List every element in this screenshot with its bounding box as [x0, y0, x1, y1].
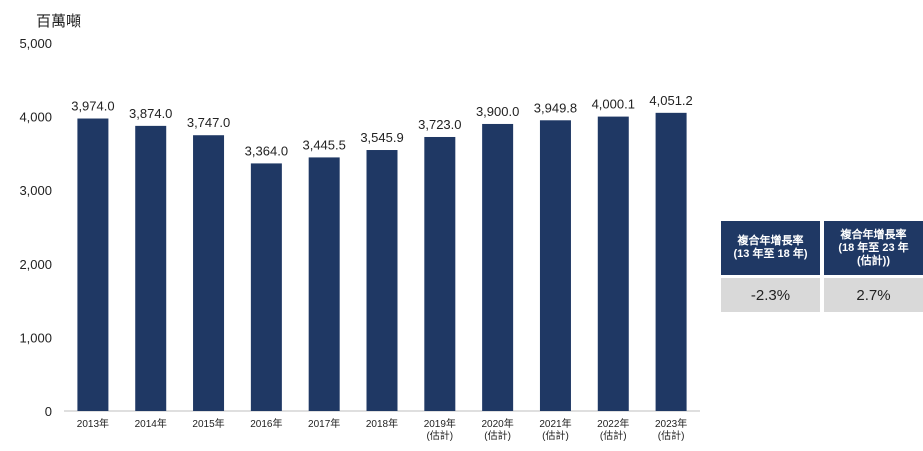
cagr-header-2013-2018: 複合年增長率 (13 年至 18 年) — [721, 221, 820, 275]
bar-value-label: 4,051.2 — [649, 93, 692, 108]
x-tick-label: (估計) — [542, 429, 569, 442]
x-tick-label: 2013年 — [77, 417, 109, 430]
x-tick-label: 2023年 — [655, 417, 687, 430]
x-tick-label: 2014年 — [135, 417, 167, 430]
bar — [308, 157, 340, 411]
cagr-value-2013-2018: -2.3% — [721, 278, 820, 312]
x-tick-label: 2018年 — [366, 417, 398, 430]
x-tick-label: 2019年 — [424, 417, 456, 430]
y-unit-label: 百萬噸 — [36, 13, 82, 30]
cagr-value-row: -2.3% 2.7% — [721, 278, 923, 312]
bar-value-label: 3,364.0 — [245, 143, 288, 158]
bar — [135, 125, 167, 411]
bar — [597, 116, 629, 411]
bar — [77, 118, 109, 411]
bar — [655, 112, 687, 412]
y-tick-label: 2,000 — [19, 257, 52, 272]
bar — [539, 120, 571, 411]
cagr-value-2018-2023: 2.7% — [824, 278, 923, 312]
x-tick-label: 2016年 — [250, 417, 282, 430]
bar-value-label: 3,949.8 — [534, 100, 577, 115]
bar-value-label: 3,545.9 — [360, 130, 403, 145]
bar-value-label: 3,874.0 — [129, 106, 172, 121]
bar-value-label: 3,723.0 — [418, 117, 461, 132]
cagr-header-row: 複合年增長率 (13 年至 18 年) 複合年增長率 (18 年至 23 年 (… — [721, 221, 923, 275]
cagr-table: 複合年增長率 (13 年至 18 年) 複合年增長率 (18 年至 23 年 (… — [721, 221, 923, 315]
x-tick-label: 2020年 — [482, 417, 514, 430]
x-tick-label: (估計) — [426, 429, 453, 442]
y-tick-label: 5,000 — [19, 36, 52, 51]
bar — [250, 163, 282, 411]
bar-value-label: 3,747.0 — [187, 115, 230, 130]
bar-value-label: 4,000.1 — [592, 97, 635, 112]
x-tick-label: (估計) — [484, 429, 511, 442]
bar — [482, 123, 514, 412]
x-tick-label: (估計) — [658, 429, 685, 442]
y-tick-label: 0 — [45, 404, 52, 419]
bar-value-label: 3,900.0 — [476, 104, 519, 119]
bar — [193, 135, 225, 411]
bar — [366, 150, 398, 411]
y-tick-label: 1,000 — [19, 330, 52, 345]
x-tick-label: 2015年 — [192, 417, 224, 430]
x-tick-label: (估計) — [600, 429, 627, 442]
y-tick-label: 4,000 — [19, 110, 52, 125]
x-tick-label: 2017年 — [308, 417, 340, 430]
cagr-header-2018-2023: 複合年增長率 (18 年至 23 年 (估計)) — [824, 221, 923, 275]
bar-value-label: 3,445.5 — [302, 137, 345, 152]
y-tick-label: 3,000 — [19, 183, 52, 198]
x-tick-label: 2021年 — [539, 417, 571, 430]
x-tick-label: 2022年 — [597, 417, 629, 430]
bar-value-label: 3,974.0 — [71, 99, 114, 114]
bar — [424, 136, 456, 412]
